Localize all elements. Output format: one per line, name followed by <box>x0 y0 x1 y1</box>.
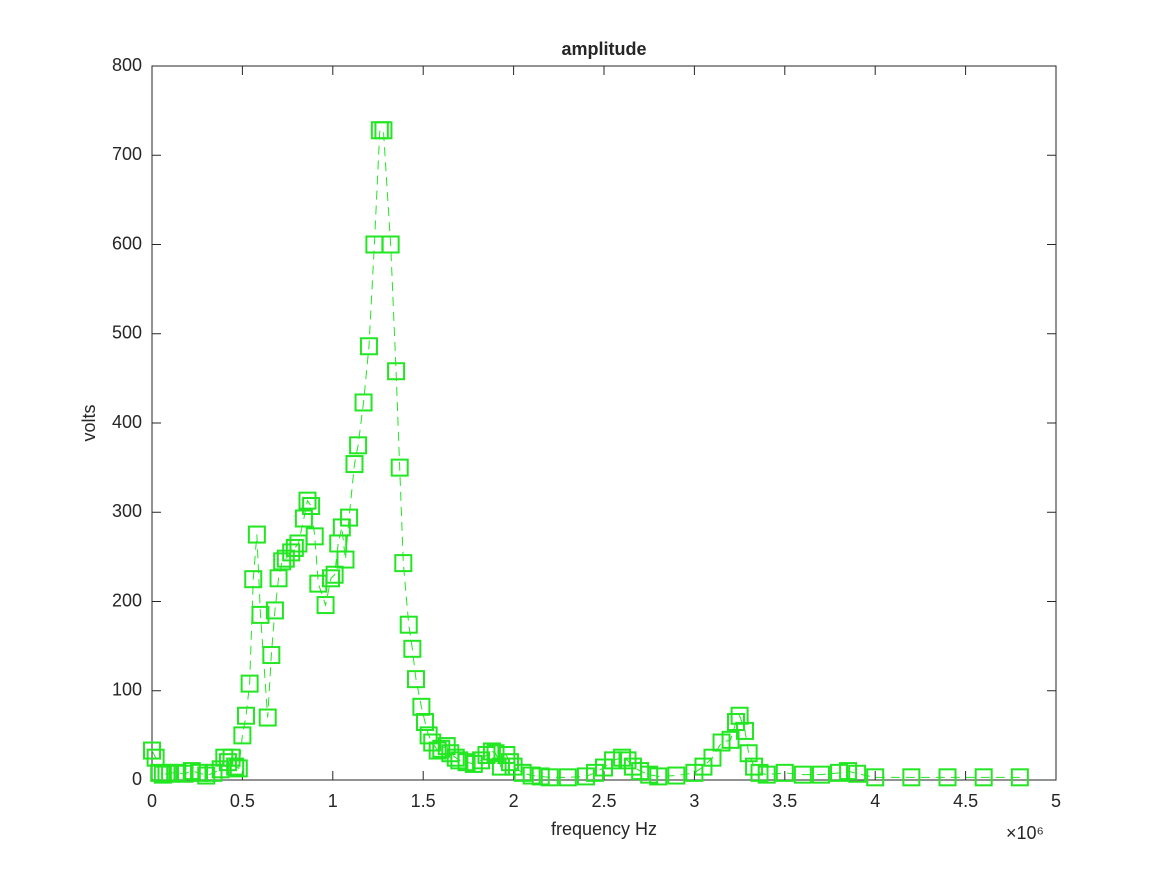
marker <box>938 768 957 787</box>
y-tick-label: 200 <box>112 590 142 610</box>
marker <box>604 751 623 770</box>
marker <box>285 538 304 557</box>
marker <box>513 763 532 782</box>
y-tick-label: 500 <box>112 323 142 343</box>
marker <box>491 757 510 776</box>
marker <box>276 549 295 568</box>
marker <box>403 639 422 658</box>
x-tick-label: 3.5 <box>772 791 797 811</box>
marker <box>830 763 849 782</box>
y-tick-label: 100 <box>112 680 142 700</box>
marker <box>757 765 776 784</box>
marker <box>229 759 248 778</box>
marker <box>345 455 364 474</box>
y-tick-label: 700 <box>112 144 142 164</box>
x-tick-label: 1 <box>328 791 338 811</box>
marker <box>262 646 281 665</box>
marker <box>399 615 418 634</box>
marker <box>258 708 277 727</box>
marker <box>585 763 604 782</box>
marker <box>251 605 270 624</box>
marker <box>1010 768 1029 787</box>
x-tick-label: 1.5 <box>411 791 436 811</box>
marker <box>390 458 409 477</box>
y-tick-label: 0 <box>132 769 142 789</box>
marker <box>775 763 794 782</box>
marker <box>866 768 885 787</box>
plot-box <box>151 65 1057 781</box>
marker <box>500 753 519 772</box>
marker <box>703 748 722 767</box>
marker <box>839 762 858 781</box>
y-tick-label: 300 <box>112 501 142 521</box>
marker <box>618 751 637 770</box>
marker <box>974 768 993 787</box>
marker <box>540 768 559 787</box>
x-tick-label: 3 <box>689 791 699 811</box>
marker <box>739 744 758 763</box>
y-tick-label: 800 <box>112 55 142 75</box>
x-tick-label: 2 <box>509 791 519 811</box>
marker <box>387 362 406 381</box>
y-tick-label: 400 <box>112 412 142 432</box>
marker <box>381 235 400 254</box>
marker <box>848 764 867 783</box>
marker <box>226 757 245 776</box>
marker <box>406 670 425 689</box>
marker <box>685 763 704 782</box>
marker <box>233 726 252 745</box>
marker <box>793 765 812 784</box>
marker <box>640 765 659 784</box>
x-tick-label: 4 <box>870 791 880 811</box>
marker <box>359 337 378 356</box>
marker <box>237 706 256 725</box>
marker <box>631 762 650 781</box>
y-tick-label: 600 <box>112 233 142 253</box>
marker <box>477 746 496 765</box>
marker <box>504 757 523 776</box>
marker <box>712 733 731 752</box>
marker <box>522 766 541 785</box>
x-tick-label: 0 <box>147 791 157 811</box>
marker <box>247 525 266 544</box>
marker <box>240 674 259 693</box>
marker <box>336 550 355 569</box>
marker <box>244 570 263 589</box>
marker <box>428 741 447 760</box>
marker <box>321 569 340 588</box>
x-tick-label: 4.5 <box>953 791 978 811</box>
marker <box>374 121 393 140</box>
marker <box>736 721 755 740</box>
x-tick-label: 2.5 <box>591 791 616 811</box>
marker <box>349 436 368 455</box>
marker <box>811 765 830 784</box>
marker <box>558 768 577 787</box>
marker <box>325 565 344 584</box>
marker <box>305 527 324 546</box>
marker <box>482 742 501 761</box>
x-axis-label: frequency Hz <box>551 819 657 839</box>
x-exponent-label: ×10⁶ <box>1006 823 1044 843</box>
marker <box>446 748 465 767</box>
x-tick-label: 0.5 <box>230 791 255 811</box>
chart-title: amplitude <box>561 39 646 59</box>
marker <box>416 712 435 731</box>
marker <box>531 767 550 786</box>
marker <box>316 596 335 615</box>
marker <box>649 767 668 786</box>
marker <box>394 554 413 573</box>
marker <box>298 491 317 510</box>
marker <box>902 768 921 787</box>
y-axis-label: volts <box>79 404 99 441</box>
marker <box>354 393 373 412</box>
x-tick-label: 5 <box>1051 791 1061 811</box>
marker <box>302 497 321 516</box>
marker <box>576 767 595 786</box>
marker <box>667 766 686 785</box>
marker <box>265 601 284 620</box>
marker <box>340 508 359 527</box>
